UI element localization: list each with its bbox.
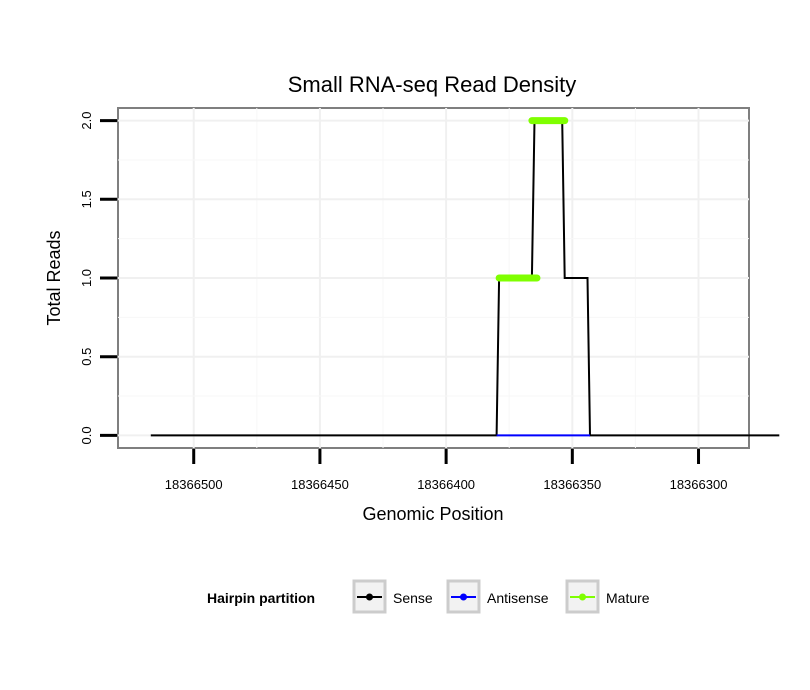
legend-label-mature: Mature — [606, 590, 650, 606]
x-tick-label: 18366350 — [543, 477, 601, 492]
legend-label-sense: Sense — [393, 590, 433, 606]
y-axis-title: Total Reads — [44, 230, 64, 325]
y-tick-label: 1.5 — [79, 190, 94, 208]
x-tick-label: 18366500 — [165, 477, 223, 492]
legend-dot-sense — [366, 593, 373, 601]
y-tick-label: 1.0 — [79, 269, 94, 287]
axes: 18366500 18366450 18366400 18366350 18366300… — [79, 112, 727, 492]
x-tick-label: 18366400 — [417, 477, 475, 492]
legend-item-antisense: Antisense — [446, 579, 549, 614]
y-tick-label: 0.0 — [79, 426, 94, 444]
legend-label-antisense: Antisense — [487, 590, 549, 606]
series-layer — [150, 117, 780, 437]
x-tick-label: 18366300 — [670, 477, 728, 492]
x-axis-title: Genomic Position — [362, 504, 503, 524]
legend-dot-antisense — [460, 593, 467, 601]
chart-title: Small RNA-seq Read Density — [288, 72, 577, 97]
y-tick-label: 2.0 — [79, 112, 94, 130]
legend-dot-mature — [579, 593, 586, 601]
legend-item-mature: Mature — [565, 579, 650, 614]
legend: Hairpin partition Sense Antisense Mature — [207, 579, 650, 614]
y-tick-label: 0.5 — [79, 348, 94, 366]
legend-item-sense: Sense — [352, 579, 433, 614]
legend-title: Hairpin partition — [207, 590, 315, 606]
x-tick-label: 18366450 — [291, 477, 349, 492]
